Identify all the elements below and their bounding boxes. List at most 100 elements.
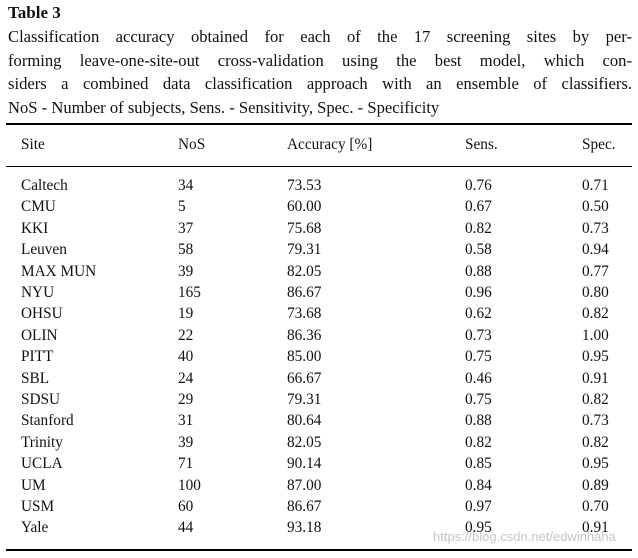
cell-nos: 19 (178, 305, 194, 323)
cell-site: SDSU (21, 391, 61, 408)
table-row: Yale 44 93.18 0.95 0.91 (0, 517, 638, 538)
caption-line: forming leave-one-site-out cross-validat… (8, 50, 632, 70)
cell-nos: 5 (178, 198, 186, 216)
cell-accuracy: 87.00 (287, 476, 322, 494)
cell-site: OLIN (21, 326, 58, 344)
cell-sensitivity: 0.67 (465, 198, 492, 216)
cell-nos: 165 (178, 284, 201, 301)
header-rule (6, 166, 632, 167)
table-row: USM 60 86.67 0.97 0.70 (0, 496, 638, 517)
cell-nos: 58 (178, 241, 194, 259)
table-label: Table 3 (8, 3, 61, 22)
cell-nos: 34 (178, 177, 194, 194)
cell-sensitivity: 0.96 (465, 284, 492, 301)
cell-specificity: 0.70 (582, 498, 609, 515)
cell-accuracy: 73.53 (287, 177, 322, 194)
caption-line: siders a combined data classification ap… (8, 74, 632, 93)
cell-specificity: 0.91 (582, 519, 609, 537)
cell-accuracy: 86.36 (287, 326, 322, 344)
cell-sensitivity: 0.97 (465, 498, 492, 515)
table-caption: Classification accuracy obtained for eac… (8, 25, 632, 119)
table-row: OHSU 19 73.68 0.62 0.82 (0, 303, 638, 324)
cell-specificity: 0.82 (582, 433, 609, 451)
cell-sensitivity: 0.73 (465, 326, 492, 344)
cell-site: UM (21, 476, 46, 494)
cell-specificity: 0.71 (582, 177, 609, 194)
table-row: UM 100 87.00 0.84 0.89 (0, 475, 638, 496)
cell-site: CMU (21, 198, 56, 216)
cell-accuracy: 80.64 (287, 412, 322, 430)
cell-sensitivity: 0.84 (465, 476, 492, 494)
cell-nos: 39 (178, 262, 194, 280)
header-accuracy: Accuracy [%] (287, 136, 373, 153)
cell-nos: 39 (178, 433, 194, 451)
cell-specificity: 0.95 (582, 455, 609, 473)
bottom-rule (6, 549, 632, 551)
table-row: SDSU 29 79.31 0.75 0.82 (0, 389, 638, 410)
cell-specificity: 0.73 (582, 412, 609, 430)
cell-accuracy: 66.67 (287, 369, 322, 387)
cell-sensitivity: 0.95 (465, 519, 492, 537)
header-nos: NoS (178, 136, 206, 153)
cell-nos: 71 (178, 455, 194, 473)
cell-accuracy: 60.00 (287, 198, 322, 216)
cell-nos: 29 (178, 391, 194, 408)
cell-site: SBL (21, 369, 50, 387)
table-row: MAX MUN 39 82.05 0.88 0.77 (0, 261, 638, 282)
header-site: Site (21, 136, 45, 153)
table-row: SBL 24 66.67 0.46 0.91 (0, 368, 638, 389)
cell-accuracy: 82.05 (287, 262, 322, 280)
cell-accuracy: 93.18 (287, 519, 322, 537)
cell-nos: 40 (178, 348, 194, 366)
cell-accuracy: 85.00 (287, 348, 322, 366)
cell-specificity: 0.89 (582, 476, 609, 494)
table-row: UCLA 71 90.14 0.85 0.95 (0, 453, 638, 474)
top-rule (6, 123, 632, 125)
cell-accuracy: 79.31 (287, 391, 322, 408)
cell-sensitivity: 0.75 (465, 348, 492, 366)
cell-site: Yale (21, 519, 49, 537)
cell-site: Caltech (21, 177, 68, 194)
cell-nos: 24 (178, 369, 194, 387)
header-sensitivity: Sens. (465, 136, 498, 153)
cell-specificity: 0.80 (582, 284, 609, 301)
cell-site: Leuven (21, 241, 67, 259)
cell-specificity: 1.00 (582, 326, 609, 344)
cell-accuracy: 86.67 (287, 498, 322, 515)
table-row: NYU 165 86.67 0.96 0.80 (0, 282, 638, 303)
cell-sensitivity: 0.82 (465, 219, 492, 237)
cell-specificity: 0.94 (582, 241, 609, 259)
cell-site: NYU (21, 284, 55, 301)
table-row: CMU 5 60.00 0.67 0.50 (0, 196, 638, 217)
cell-accuracy: 82.05 (287, 433, 322, 451)
cell-specificity: 0.77 (582, 262, 609, 280)
cell-site: OHSU (21, 305, 63, 323)
cell-sensitivity: 0.58 (465, 241, 492, 259)
table-row: Leuven 58 79.31 0.58 0.94 (0, 239, 638, 260)
cell-site: Trinity (21, 433, 63, 451)
cell-site: PITT (21, 348, 54, 366)
cell-specificity: 0.91 (582, 369, 609, 387)
cell-nos: 31 (178, 412, 194, 430)
cell-specificity: 0.95 (582, 348, 609, 366)
caption-line: NoS - Number of subjects, Sens. - Sensit… (8, 97, 440, 117)
table-row: KKI 37 75.68 0.82 0.73 (0, 218, 638, 239)
cell-sensitivity: 0.75 (465, 391, 492, 408)
cell-sensitivity: 0.88 (465, 262, 492, 280)
cell-accuracy: 75.68 (287, 219, 322, 237)
cell-specificity: 0.82 (582, 391, 609, 408)
cell-specificity: 0.50 (582, 198, 609, 216)
table-row: PITT 40 85.00 0.75 0.95 (0, 346, 638, 367)
table-row: Trinity 39 82.05 0.82 0.82 (0, 432, 638, 453)
cell-sensitivity: 0.46 (465, 369, 492, 387)
cell-site: Stanford (21, 412, 74, 430)
cell-site: KKI (21, 219, 49, 237)
table-row: Caltech 34 73.53 0.76 0.71 (0, 175, 638, 196)
cell-site: UCLA (21, 455, 63, 473)
cell-nos: 100 (178, 476, 201, 494)
cell-site: USM (21, 498, 55, 515)
cell-nos: 44 (178, 519, 194, 537)
cell-sensitivity: 0.88 (465, 412, 492, 430)
cell-nos: 37 (178, 219, 194, 237)
